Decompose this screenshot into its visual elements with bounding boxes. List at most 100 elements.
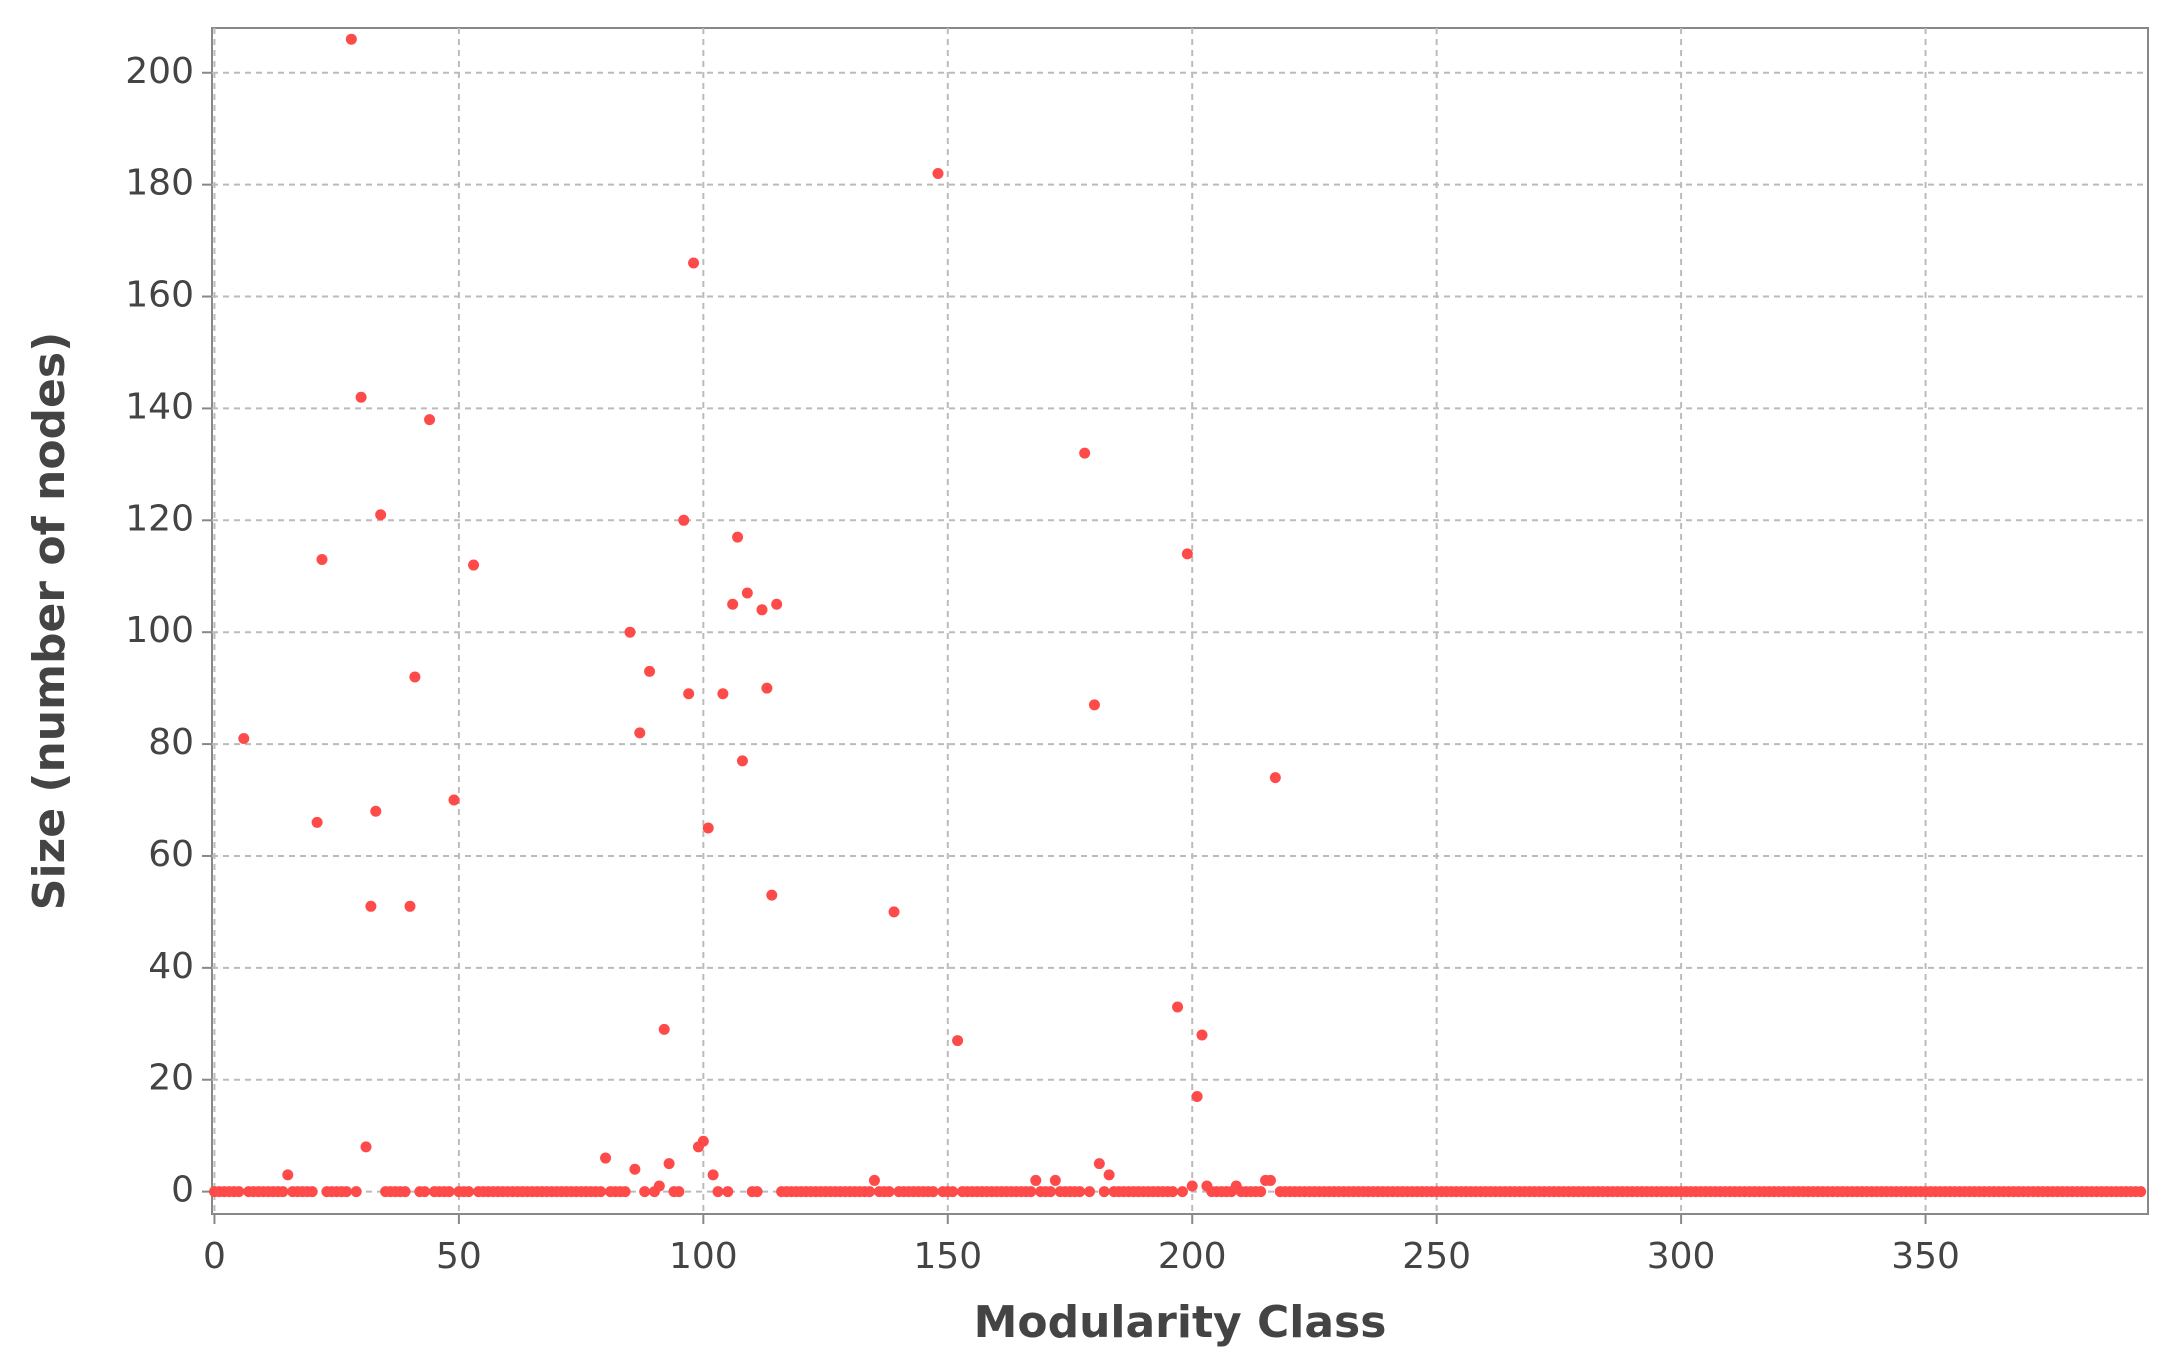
point: [350, 1186, 362, 1198]
point: [619, 1186, 631, 1198]
y-tick-label: 40: [148, 946, 194, 987]
y-tick-label: 200: [125, 51, 194, 92]
y-tick-label: 20: [148, 1058, 194, 1099]
point: [424, 414, 436, 426]
point: [316, 553, 328, 565]
point: [1172, 1001, 1184, 1013]
point: [756, 604, 768, 616]
x-tick-label: 250: [1402, 1236, 1471, 1277]
point: [639, 1186, 651, 1198]
point: [751, 1186, 763, 1198]
point: [419, 1186, 431, 1198]
point: [345, 33, 357, 45]
point: [634, 727, 646, 739]
point: [722, 1186, 734, 1198]
point: [1167, 1186, 1179, 1198]
x-tick-label: 0: [203, 1236, 226, 1277]
point: [595, 1186, 607, 1198]
point: [717, 688, 729, 700]
point: [697, 1135, 709, 1147]
point: [868, 1174, 880, 1186]
point: [883, 1186, 895, 1198]
point: [340, 1186, 352, 1198]
y-tick-label: 120: [125, 498, 194, 539]
point: [600, 1152, 612, 1164]
point: [761, 682, 773, 694]
point: [727, 598, 739, 610]
point: [1025, 1186, 1037, 1198]
point: [238, 732, 250, 744]
point: [1103, 1169, 1115, 1181]
x-tick-label: 50: [436, 1236, 482, 1277]
point: [678, 514, 690, 526]
point: [736, 755, 748, 767]
point: [1088, 699, 1100, 711]
point: [311, 816, 323, 828]
point: [932, 167, 944, 179]
point: [443, 1186, 455, 1198]
point: [1098, 1186, 1110, 1198]
point: [741, 587, 753, 599]
point: [1044, 1186, 1056, 1198]
y-tick-label: 160: [125, 275, 194, 316]
point: [355, 391, 367, 403]
point: [624, 626, 636, 638]
y-tick-label: 180: [125, 163, 194, 204]
point: [282, 1169, 294, 1181]
point: [468, 559, 480, 571]
point: [653, 1180, 665, 1192]
point: [952, 1035, 964, 1047]
point: [707, 1169, 719, 1181]
point: [375, 509, 387, 521]
point: [688, 257, 700, 269]
point: [409, 671, 421, 683]
point: [663, 1158, 675, 1170]
point: [1255, 1186, 1267, 1198]
point: [629, 1163, 641, 1175]
point: [771, 598, 783, 610]
x-axis-title: Modularity Class: [974, 1297, 1387, 1348]
y-tick-label: 80: [148, 722, 194, 763]
plot-area: [211, 27, 2149, 1215]
point: [1191, 1091, 1203, 1103]
point: [712, 1186, 724, 1198]
point: [673, 1186, 685, 1198]
point: [888, 906, 900, 918]
x-tick-label: 150: [913, 1236, 982, 1277]
point: [1264, 1174, 1276, 1186]
point: [448, 794, 460, 806]
point: [360, 1141, 372, 1153]
point: [947, 1186, 959, 1198]
y-tick-label: 140: [125, 386, 194, 427]
point: [702, 822, 714, 834]
point: [1176, 1186, 1188, 1198]
point: [1269, 772, 1281, 784]
x-tick-label: 100: [669, 1236, 738, 1277]
point: [1181, 548, 1193, 560]
point: [2135, 1186, 2147, 1198]
point: [233, 1186, 245, 1198]
point: [658, 1023, 670, 1035]
point: [732, 531, 744, 543]
point: [683, 688, 695, 700]
point: [404, 900, 416, 912]
y-tick-label: 100: [125, 610, 194, 651]
y-tick-label: 60: [148, 834, 194, 875]
x-tick-label: 300: [1647, 1236, 1716, 1277]
point: [365, 900, 377, 912]
point: [1196, 1029, 1208, 1041]
y-tick-label: 0: [171, 1170, 194, 1211]
point: [766, 889, 778, 901]
point: [644, 665, 656, 677]
point: [306, 1186, 318, 1198]
point: [463, 1186, 475, 1198]
point: [1030, 1174, 1042, 1186]
point: [864, 1186, 876, 1198]
x-tick-label: 200: [1158, 1236, 1227, 1277]
point: [1079, 447, 1091, 459]
point: [1084, 1186, 1096, 1198]
point: [399, 1186, 411, 1198]
y-axis-title: Size (number of nodes): [24, 332, 75, 910]
point: [1074, 1186, 1086, 1198]
